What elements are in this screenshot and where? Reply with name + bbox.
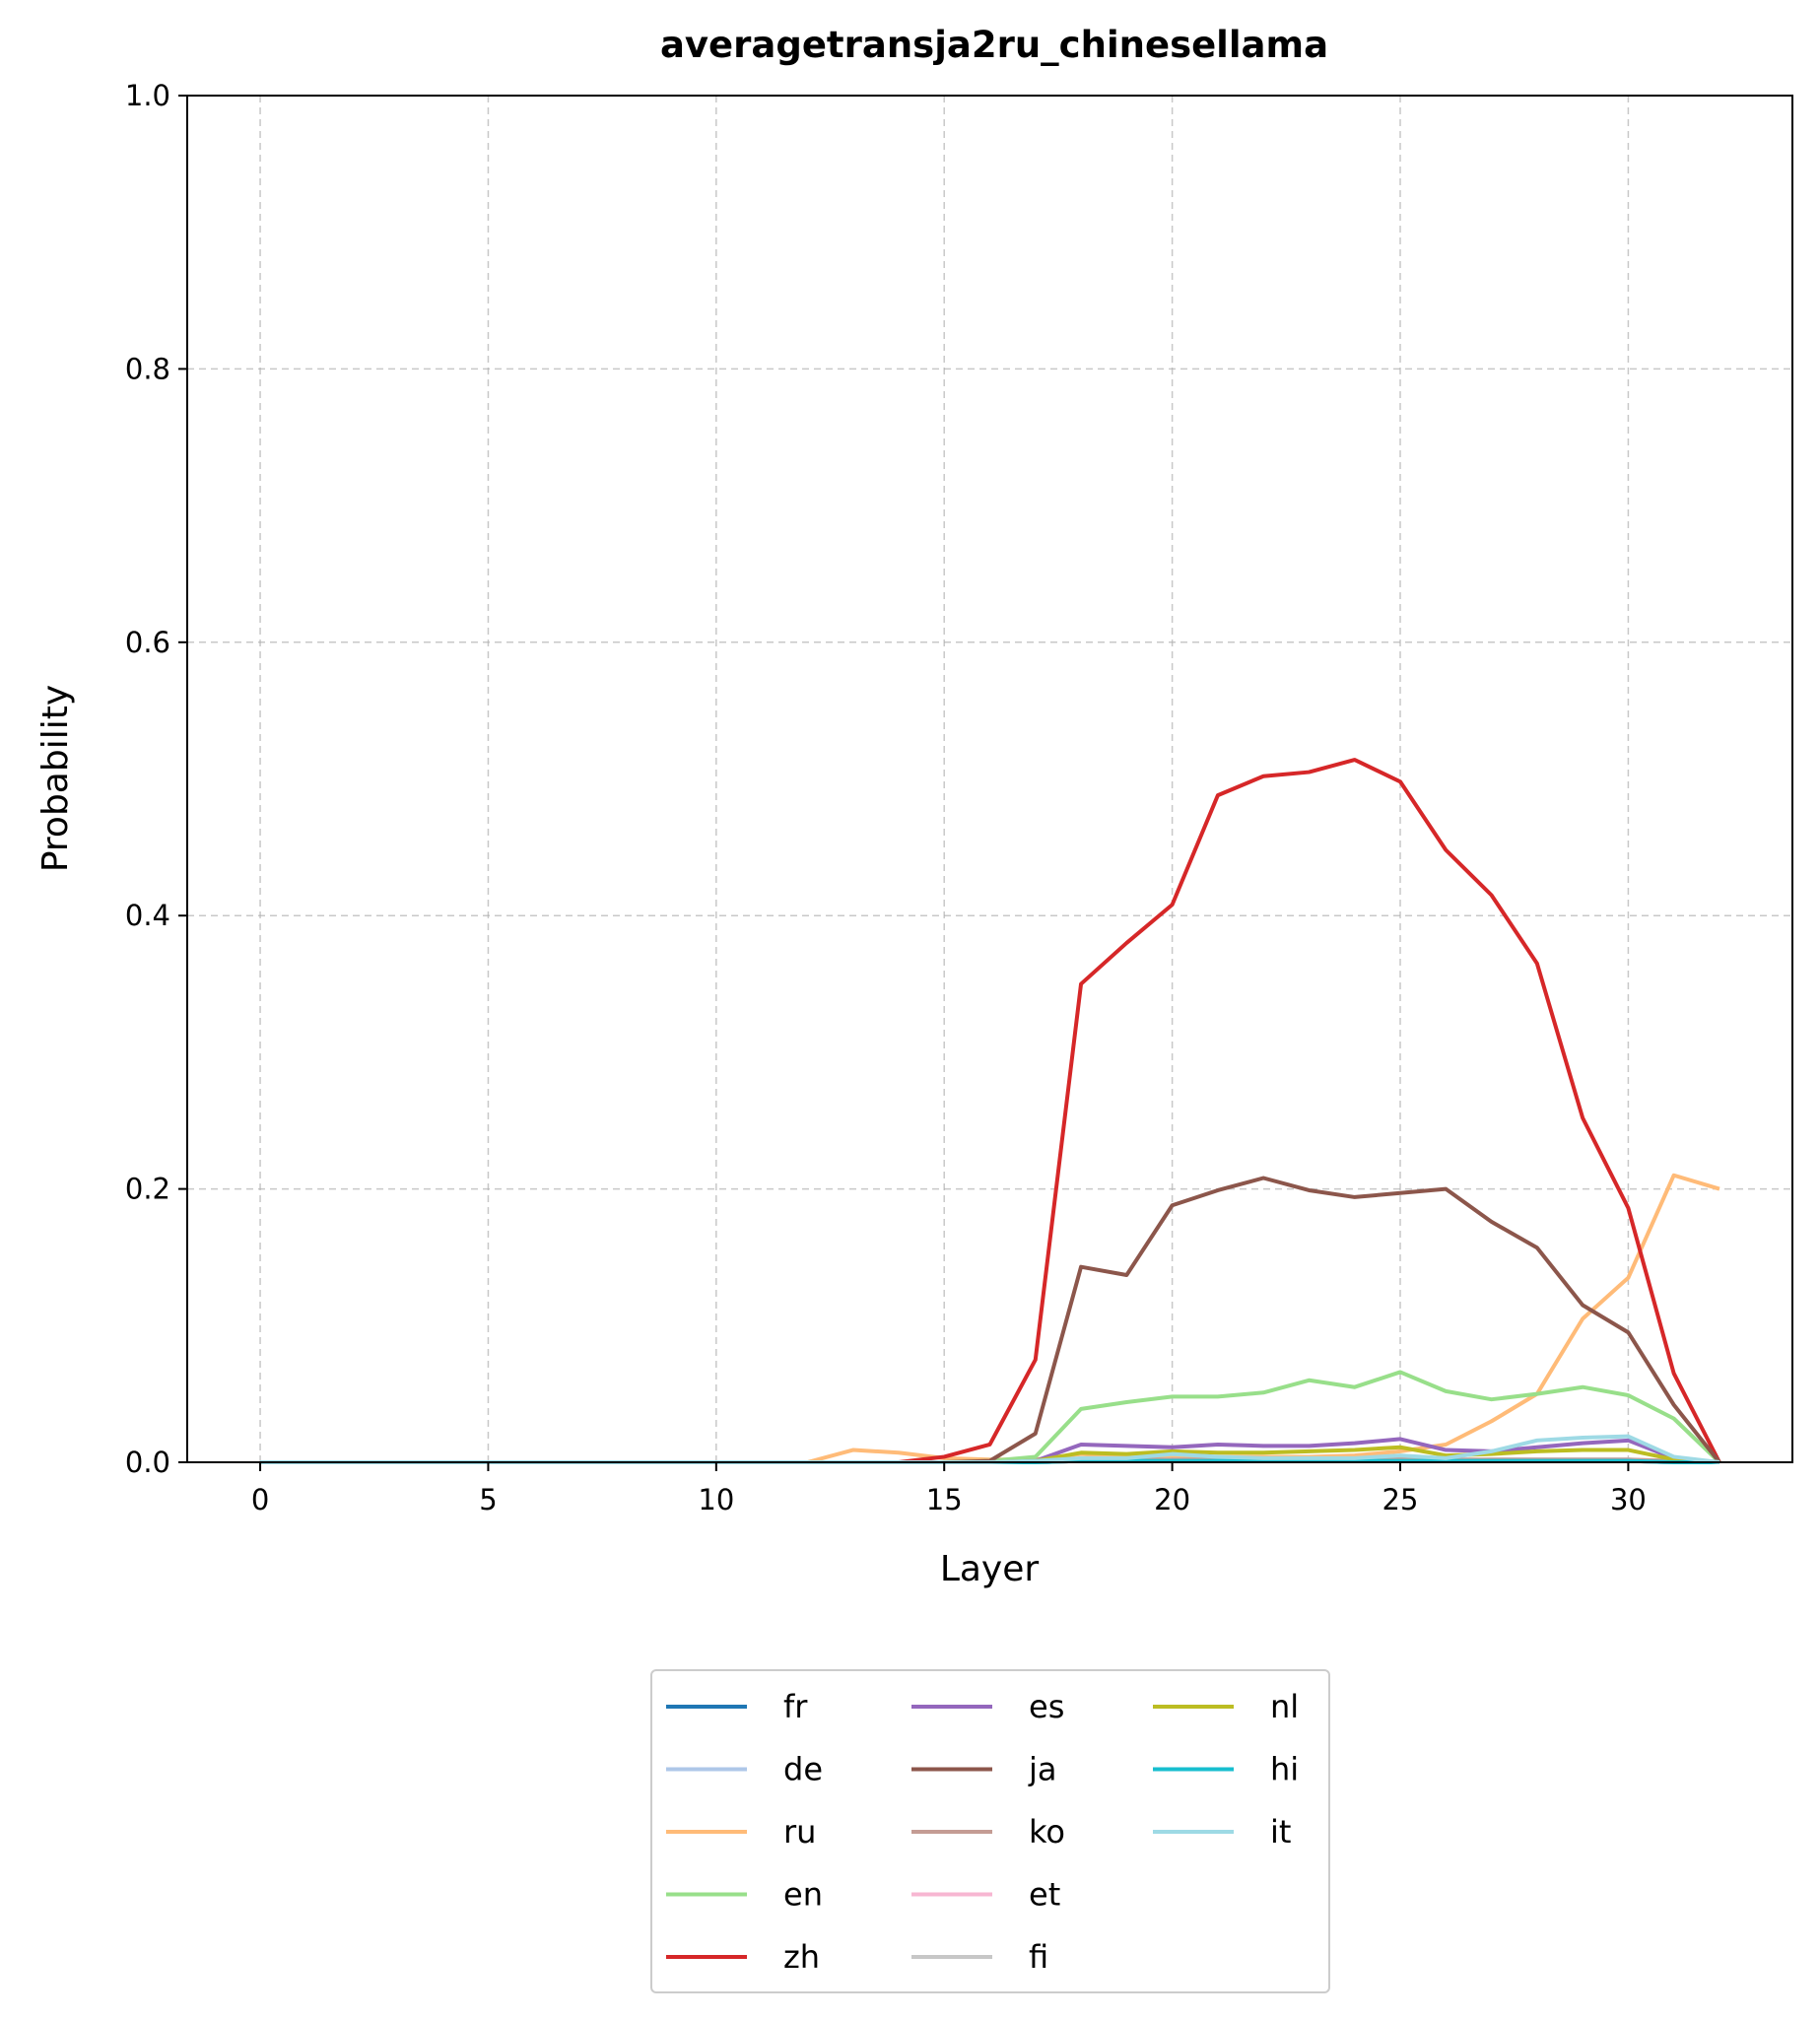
legend-label-it: it (1270, 1813, 1291, 1851)
y-tick-label: 0.4 (125, 899, 170, 932)
legend-label-es: es (1029, 1688, 1064, 1725)
legend-label-fi: fi (1029, 1938, 1048, 1976)
x-tick-label: 15 (926, 1483, 963, 1516)
x-tick-label: 5 (479, 1483, 497, 1516)
legend: fr de ru en zh es ja ko et fi nl hi it (650, 1669, 1330, 1993)
x-tick-label: 0 (251, 1483, 269, 1516)
x-tick-label: 30 (1610, 1483, 1647, 1516)
y-tick-label: 0.8 (125, 352, 170, 385)
y-tick-label: 1.0 (125, 79, 170, 112)
legend-label-hi: hi (1270, 1751, 1299, 1788)
y-tick-label: 0.6 (125, 626, 170, 659)
y-tick-label: 0.2 (125, 1173, 170, 1206)
legend-label-ja: ja (1028, 1751, 1057, 1788)
y-tick-label: 0.0 (125, 1446, 170, 1479)
legend-label-fr: fr (783, 1688, 808, 1725)
legend-label-de: de (783, 1751, 823, 1788)
legend-label-ko: ko (1029, 1813, 1065, 1851)
chart-title: averagetransja2ru_chinesellama (660, 24, 1328, 66)
legend-label-en: en (783, 1876, 823, 1914)
legend-label-et: et (1029, 1876, 1060, 1914)
x-tick-label: 20 (1154, 1483, 1190, 1516)
plot-area-frame (186, 95, 1793, 1463)
legend-entries: fr de ru en zh es ja ko et fi nl hi it (666, 1688, 1299, 1976)
y-axis-label: Probability (35, 685, 76, 872)
x-tick-label: 25 (1382, 1483, 1419, 1516)
legend-label-ru: ru (783, 1813, 816, 1851)
x-axis-ticks: 0 5 10 15 20 25 30 (251, 1462, 1647, 1516)
legend-label-nl: nl (1270, 1688, 1299, 1725)
y-axis-ticks: 0.0 0.2 0.4 0.6 0.8 1.0 (125, 79, 187, 1479)
legend-label-zh: zh (783, 1938, 820, 1976)
x-tick-label: 10 (698, 1483, 734, 1516)
x-axis-label: Layer (940, 1549, 1040, 1589)
